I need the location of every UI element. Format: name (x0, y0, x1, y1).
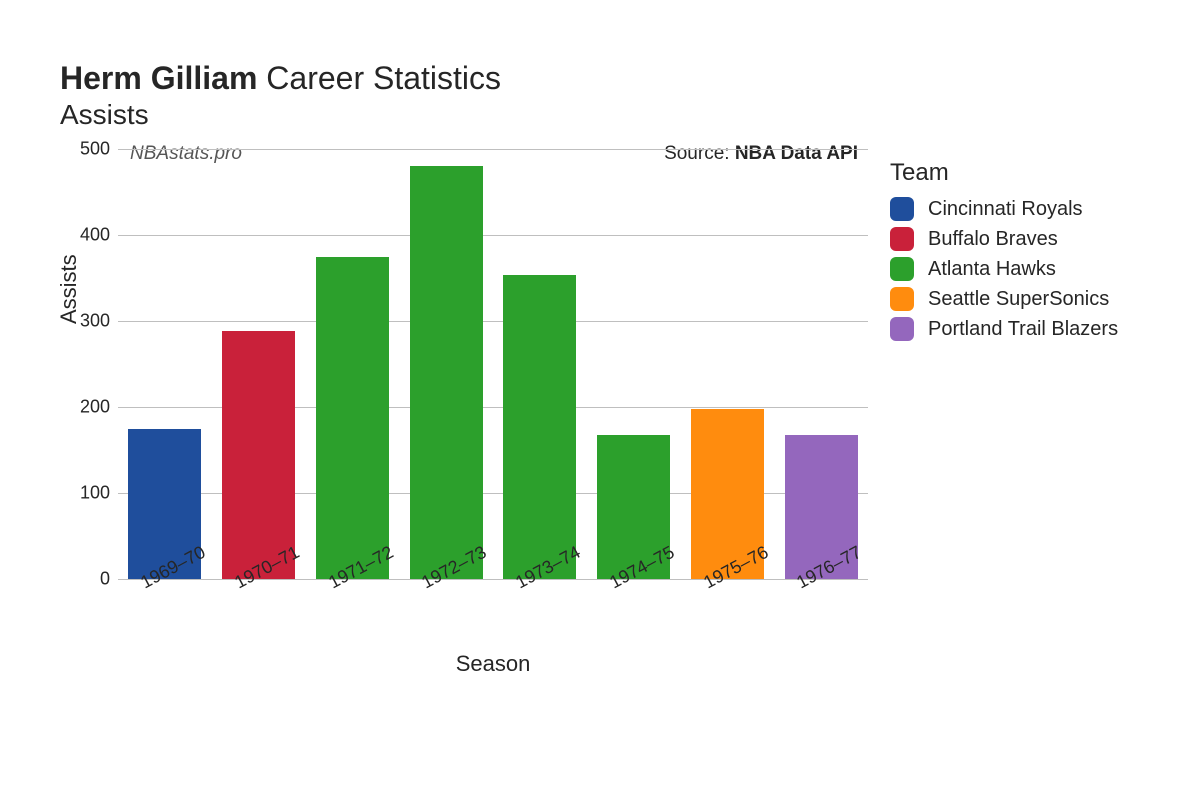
legend-label: Seattle SuperSonics (928, 288, 1109, 311)
bar-slot (306, 149, 400, 579)
bar-slot (587, 149, 681, 579)
legend-label: Cincinnati Royals (928, 198, 1083, 221)
bar (410, 166, 483, 579)
plot-wrap: Assists NBAstats.pro Source: NBA Data AP… (60, 149, 1160, 579)
bar-slot (681, 149, 775, 579)
chart-subtitle: Assists (60, 99, 1160, 131)
legend-swatch (890, 317, 914, 341)
bar-slot (399, 149, 493, 579)
bar-slot (493, 149, 587, 579)
chart-container: Herm Gilliam Career Statistics Assists A… (60, 60, 1160, 579)
bar (316, 257, 389, 580)
x-axis-label: Season (118, 651, 868, 677)
y-tick-label: 300 (80, 311, 110, 332)
legend-title: Team (890, 159, 1118, 187)
y-axis-label: Assists (56, 254, 82, 324)
legend-swatch (890, 197, 914, 221)
bar (222, 331, 295, 579)
y-tick-label: 500 (80, 139, 110, 160)
legend-item: Atlanta Hawks (890, 257, 1118, 281)
y-tick-label: 200 (80, 397, 110, 418)
bar (503, 275, 576, 579)
y-tick-label: 400 (80, 225, 110, 246)
legend-item: Seattle SuperSonics (890, 287, 1118, 311)
legend-label: Atlanta Hawks (928, 258, 1056, 281)
bar-slot (212, 149, 306, 579)
title-block: Herm Gilliam Career Statistics Assists (60, 60, 1160, 131)
legend-items: Cincinnati Royals Buffalo Braves Atlanta H… (890, 197, 1118, 341)
legend-item: Portland Trail Blazers (890, 317, 1118, 341)
plot-area: NBAstats.pro Source: NBA Data API 1969–7… (118, 149, 868, 579)
y-tick-label: 100 (80, 483, 110, 504)
legend-item: Cincinnati Royals (890, 197, 1118, 221)
legend-swatch (890, 257, 914, 281)
x-ticks: 1969–701970–711971–721972–731973–741974–… (118, 585, 868, 606)
legend-swatch (890, 227, 914, 251)
legend-item: Buffalo Braves (890, 227, 1118, 251)
y-tick-label: 0 (100, 569, 110, 590)
title-bold: Herm Gilliam (60, 60, 257, 96)
legend: Team Cincinnati Royals Buffalo Braves Atla… (890, 159, 1118, 347)
legend-label: Portland Trail Blazers (928, 318, 1118, 341)
legend-label: Buffalo Braves (928, 228, 1058, 251)
bar-slot (774, 149, 868, 579)
bar-slot (118, 149, 212, 579)
bars-group (118, 149, 868, 579)
chart-title: Herm Gilliam Career Statistics (60, 60, 1160, 97)
legend-swatch (890, 287, 914, 311)
title-rest: Career Statistics (257, 60, 501, 96)
